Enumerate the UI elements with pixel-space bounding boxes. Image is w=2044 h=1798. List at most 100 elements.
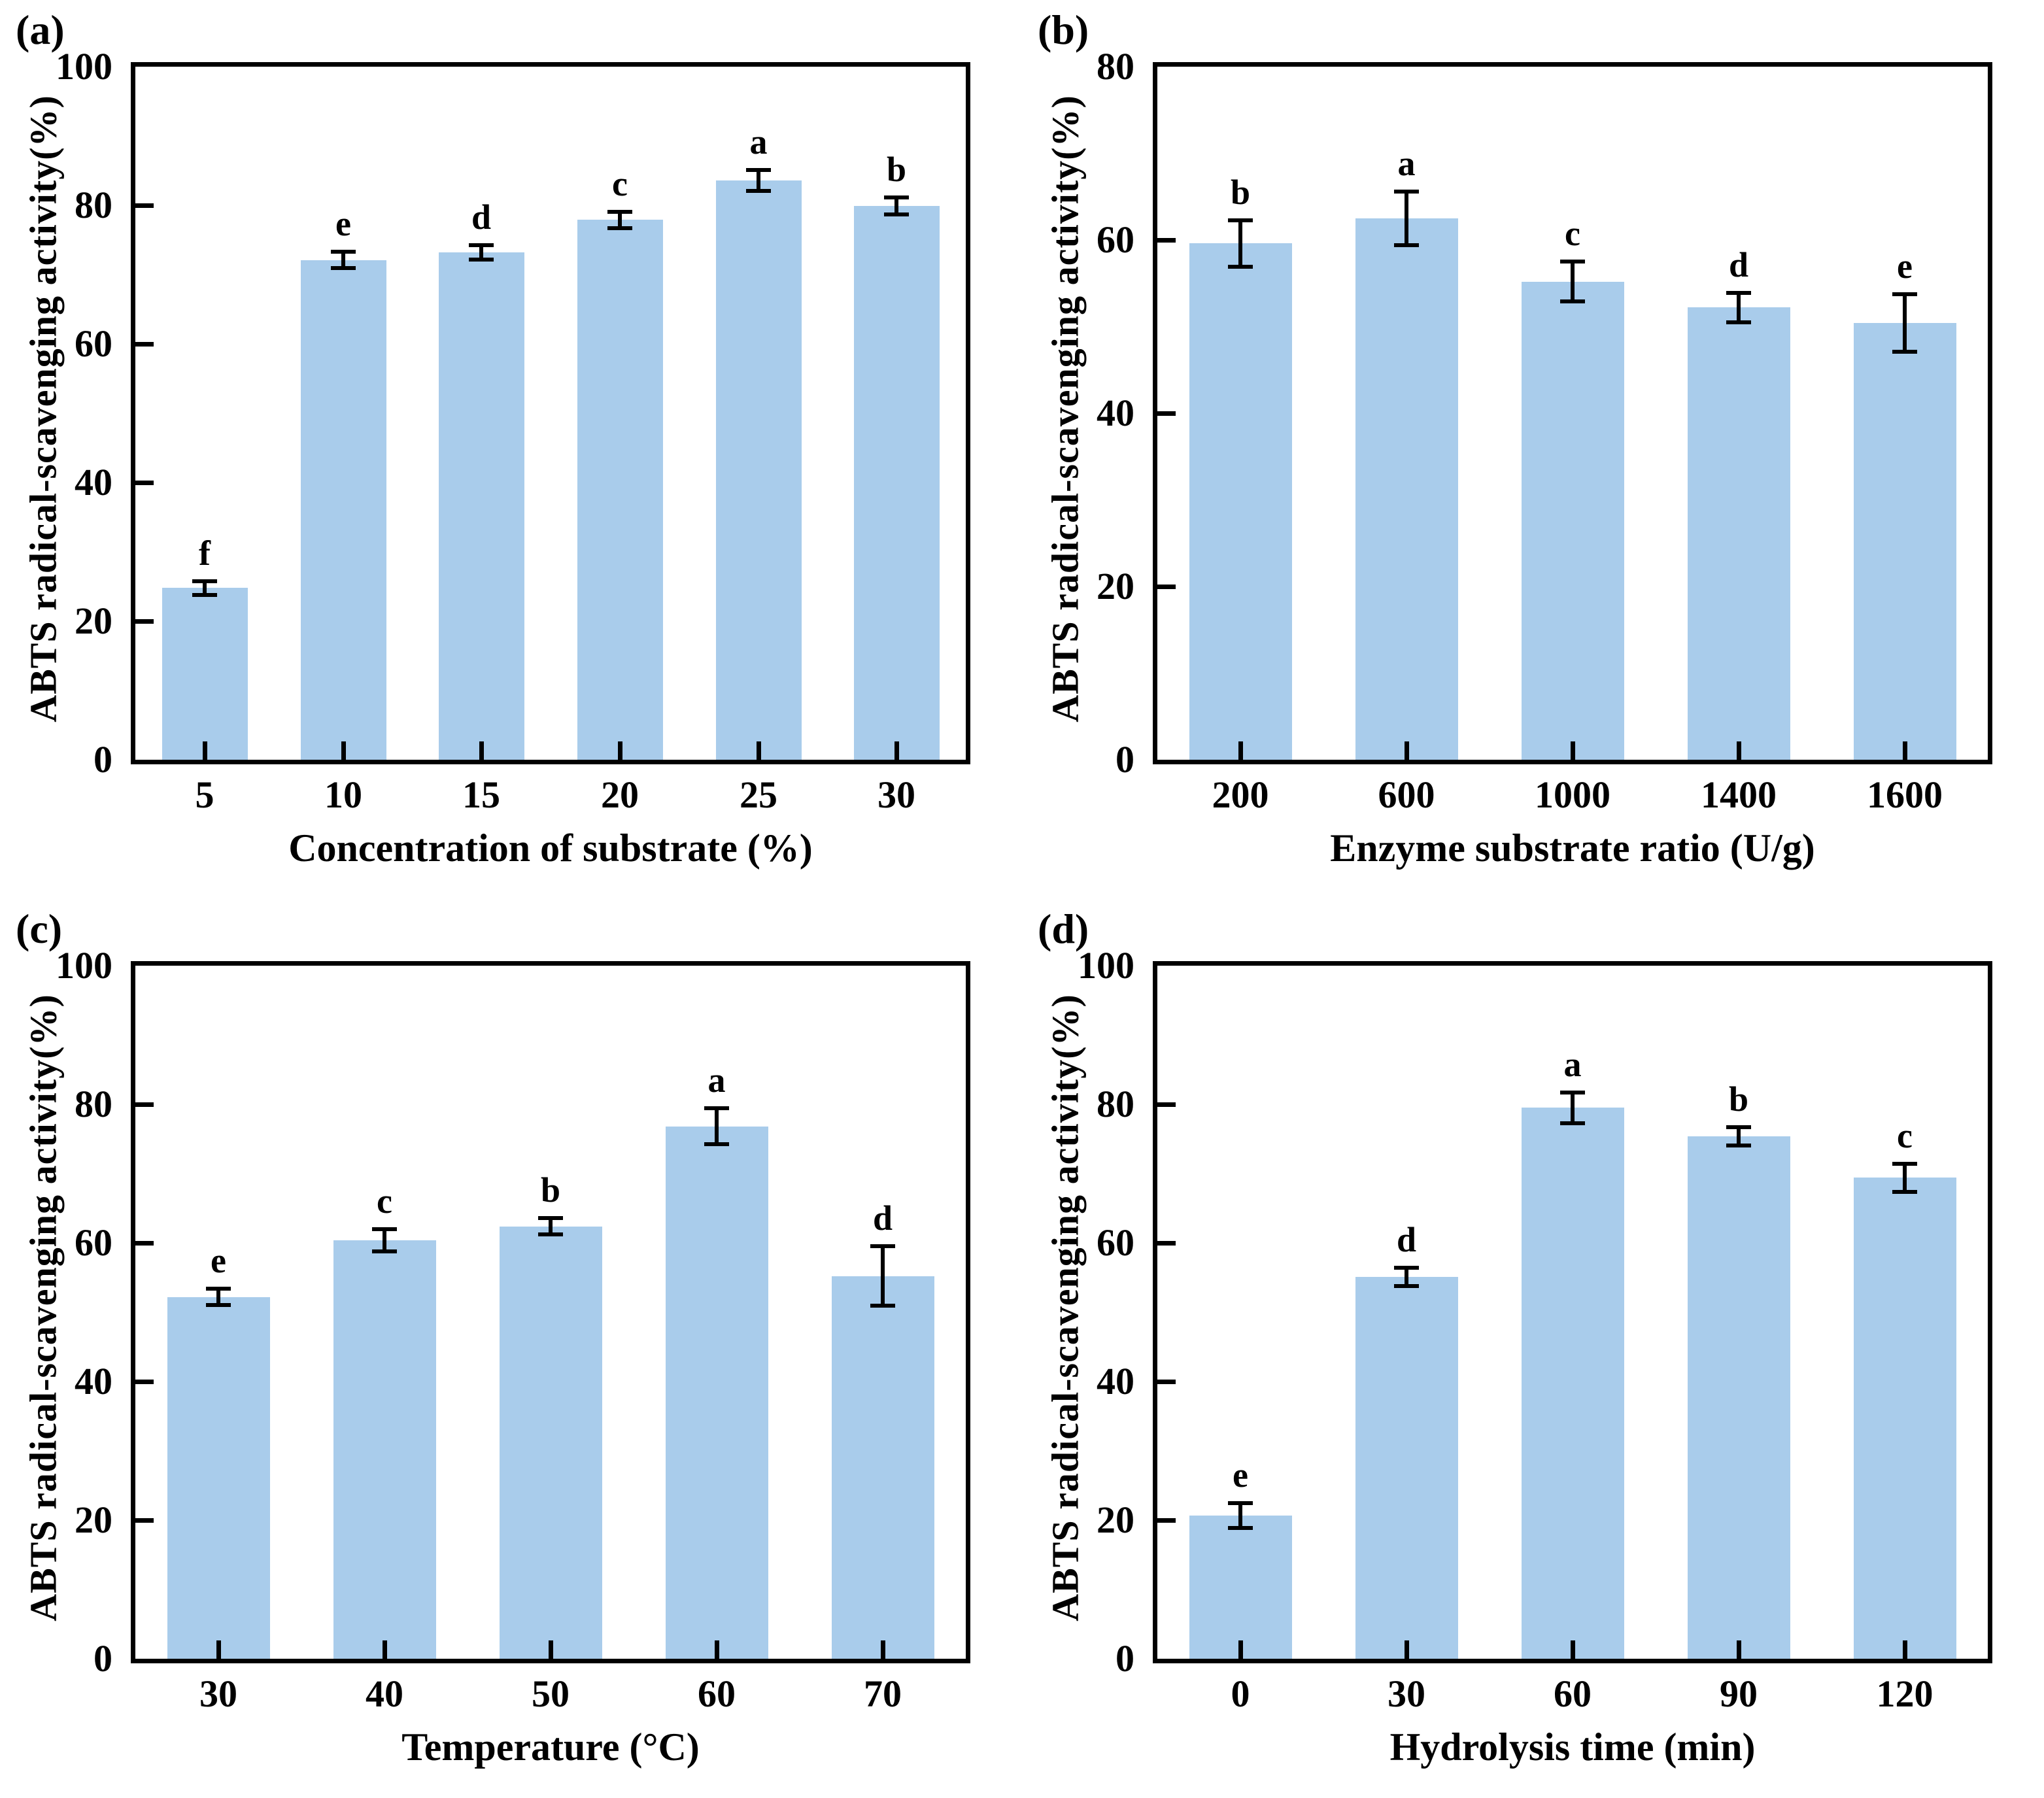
error-bar-cap xyxy=(538,1215,563,1220)
x-axis-tick xyxy=(548,1640,553,1659)
error-bar-cap xyxy=(1560,299,1585,304)
error-bar-cap xyxy=(1394,1283,1419,1288)
significance-letter: e xyxy=(335,204,351,244)
y-axis-tick xyxy=(135,1102,154,1107)
error-bar-cap xyxy=(704,1142,729,1147)
y-tick-label: 80 xyxy=(75,184,112,226)
error-bar xyxy=(1903,1164,1907,1192)
x-tick-label: 10 xyxy=(324,773,362,816)
y-axis-tick xyxy=(135,341,154,347)
error-bar xyxy=(203,581,207,595)
x-axis-tick xyxy=(1570,741,1575,760)
significance-letter: c xyxy=(612,163,628,203)
x-tick-label: 30 xyxy=(1388,1672,1425,1715)
x-tick-label: 5 xyxy=(195,773,214,816)
x-axis-tick xyxy=(617,741,622,760)
error-bar-cap xyxy=(704,1106,729,1111)
bar xyxy=(1355,218,1458,760)
significance-letter: d xyxy=(872,1198,893,1238)
error-bar-cap xyxy=(1892,1162,1917,1166)
significance-letter: d xyxy=(1396,1220,1417,1260)
error-bar-cap xyxy=(192,579,217,583)
error-bar-cap xyxy=(1228,1525,1253,1530)
x-axis-tick xyxy=(756,741,761,760)
bar xyxy=(1521,282,1624,760)
y-tick-label: 40 xyxy=(75,1360,112,1402)
error-bar xyxy=(1571,262,1575,302)
significance-letter: c xyxy=(1897,1116,1913,1156)
x-tick-label: 60 xyxy=(698,1672,736,1715)
x-axis-title: Temperature (°C) xyxy=(401,1725,700,1769)
plot-area: e d a b c xyxy=(1153,961,1992,1663)
x-tick-label: 30 xyxy=(877,773,915,816)
error-bar-cap xyxy=(1228,218,1253,222)
error-bar-cap xyxy=(746,188,771,193)
error-bar-cap xyxy=(538,1232,563,1237)
y-axis-tick xyxy=(1157,1379,1176,1384)
error-bar xyxy=(894,197,898,214)
panel-a: (a) ABTS radical-scavenging activity(%) … xyxy=(0,0,1022,899)
y-tick-label: 40 xyxy=(1097,392,1134,434)
significance-letter: b xyxy=(886,150,907,190)
bar xyxy=(167,1297,270,1659)
x-tick-label: 0 xyxy=(1231,1672,1250,1715)
bar xyxy=(499,1227,602,1659)
plot-area: e c b a d xyxy=(131,961,970,1663)
x-tick-label: 40 xyxy=(366,1672,403,1715)
error-bar-cap xyxy=(746,167,771,172)
bar xyxy=(300,260,386,760)
error-bar-cap xyxy=(1228,265,1253,269)
bar xyxy=(1355,1277,1458,1659)
error-bar-cap xyxy=(1394,243,1419,247)
y-tick-label: 40 xyxy=(75,461,112,503)
bar xyxy=(831,1276,934,1659)
significance-letter: d xyxy=(1728,245,1749,284)
bar xyxy=(715,180,802,760)
error-bar-cap xyxy=(1560,1090,1585,1094)
error-bar-cap xyxy=(884,195,909,200)
x-axis-tick xyxy=(880,1640,885,1659)
error-bar-cap xyxy=(192,592,217,597)
error-bar xyxy=(1238,220,1242,267)
error-bar-cap xyxy=(1560,1121,1585,1125)
x-axis-tick xyxy=(1238,1640,1243,1659)
error-bar-cap xyxy=(607,226,632,230)
y-tick-label: 100 xyxy=(56,45,112,88)
y-tick-label: 0 xyxy=(1116,1637,1134,1680)
x-axis-tick xyxy=(1736,1640,1741,1659)
significance-letter: e xyxy=(1233,1455,1248,1495)
x-tick-label: 20 xyxy=(601,773,639,816)
y-axis-tick xyxy=(1157,1518,1176,1523)
error-bar xyxy=(1571,1092,1575,1123)
bar xyxy=(1853,1178,1956,1659)
bar xyxy=(1687,1136,1790,1659)
x-axis-tick xyxy=(1404,1640,1409,1659)
y-axis-tick xyxy=(135,480,154,485)
panel-d: (d) ABTS radical-scavenging activity(%) … xyxy=(1022,899,2044,1798)
panel-letter: (d) xyxy=(1038,906,1089,952)
x-axis-tick xyxy=(382,1640,387,1659)
error-bar xyxy=(479,245,483,260)
panel-c: (c) ABTS radical-scavenging activity(%) … xyxy=(0,899,1022,1798)
error-bar-cap xyxy=(607,209,632,214)
y-tick-label: 80 xyxy=(1097,45,1134,88)
error-bar-cap xyxy=(870,1304,895,1308)
error-bar xyxy=(618,211,622,228)
error-bar-cap xyxy=(1726,290,1751,295)
bar xyxy=(438,252,524,760)
error-bar-cap xyxy=(1228,1501,1253,1505)
x-axis-tick xyxy=(1902,1640,1907,1659)
error-bar-cap xyxy=(1560,260,1585,264)
y-tick-label: 20 xyxy=(75,600,112,642)
x-axis-tick xyxy=(894,741,899,760)
error-bar-cap xyxy=(1726,320,1751,324)
x-axis-title: Enzyme substrate ratio (U/g) xyxy=(1330,826,1815,870)
error-bar xyxy=(383,1229,386,1251)
significance-letter: d xyxy=(471,197,492,237)
y-axis-tick xyxy=(135,619,154,624)
error-bar xyxy=(1737,1127,1741,1145)
y-tick-label: 100 xyxy=(1078,944,1134,987)
panel-b: (b) ABTS radical-scavenging activity(%) … xyxy=(1022,0,2044,899)
bar xyxy=(853,206,940,760)
error-bar-cap xyxy=(372,1249,397,1253)
